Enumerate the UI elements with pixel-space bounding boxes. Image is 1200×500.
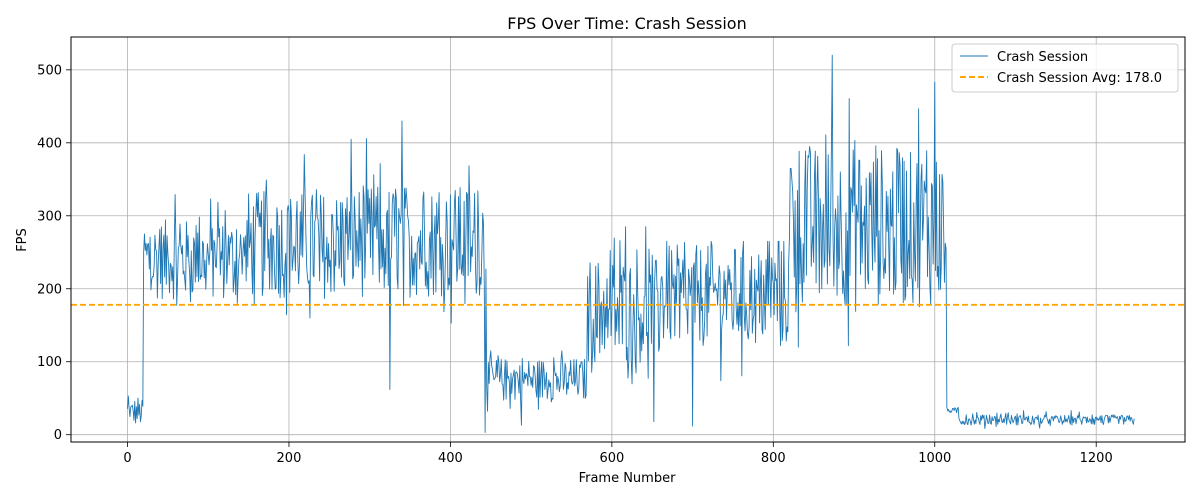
y-axis-label: FPS [15,228,30,252]
x-tick-label: 1200 [1080,451,1113,466]
x-tick-label: 800 [761,451,786,466]
y-tick-label: 0 [54,428,62,443]
legend: Crash Session Crash Session Avg: 178.0 [951,43,1179,93]
legend-label-crash-session: Crash Session [997,50,1088,65]
plot-frame [70,36,1186,443]
legend-box [951,43,1179,93]
series-layer [71,54,1185,433]
y-tick-label: 200 [37,282,62,297]
legend-label-average: Crash Session Avg: 178.0 [997,71,1162,86]
x-tick-label: 600 [599,451,624,466]
y-tick-label: 100 [37,355,62,370]
grid-lines [71,37,1185,442]
y-tick-label: 500 [37,63,62,78]
y-tick-label: 400 [37,136,62,151]
axis-ticks: 0 200 400 600 800 1000 1200 0 100 200 300 400 500 [37,63,1113,466]
chart-title: FPS Over Time: Crash Session [507,14,746,33]
fps-series-line [127,54,1135,433]
x-tick-label: 1000 [918,451,951,466]
y-tick-label: 300 [37,209,62,224]
x-tick-label: 0 [123,451,131,466]
x-tick-label: 400 [438,451,463,466]
x-tick-label: 200 [277,451,302,466]
x-axis-label: Frame Number [579,471,677,486]
